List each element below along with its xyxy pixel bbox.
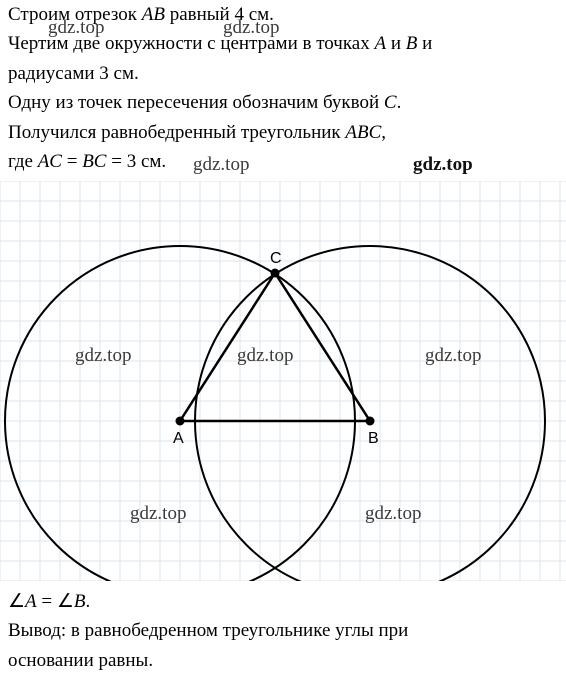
l2a: Чертим две окружности с центрами в точка… [8,33,374,54]
svg-text:gdz.top: gdz.top [425,345,481,366]
l4c: . [397,92,402,113]
l6a: где [8,151,38,172]
l6c: = [62,151,82,172]
svg-text:gdz.top: gdz.top [365,503,421,524]
grid-lines [0,181,566,581]
l6e: = 3 см. [106,151,166,172]
footer-line-2: Вывод: в равнобедренном треугольнике угл… [8,616,558,645]
diagram-area: A B C gdz.top gdz.top gdz.top gdz.top gdz.top [0,181,566,581]
l1c: равный 4 см. [165,4,274,25]
l1b: AB [142,4,165,25]
line-4: Одну из точек пересечения обозначим букв… [8,88,558,117]
l5b: ABC [345,122,381,143]
shapes [5,246,545,581]
l2b: A [374,33,386,54]
l5c: , [381,122,386,143]
line-1: Строим отрезок AB равный 4 см. gdz.top g… [8,0,558,29]
l4b: C [384,92,397,113]
l4a: Одну из точек пересечения обозначим букв… [8,92,384,113]
footer-line-1: ∠A = ∠B. [8,587,558,616]
l5a: Получился равнобедренный треугольник [8,122,345,143]
footer-line-3: основании равны. [8,646,558,675]
diagram-svg: A B C gdz.top gdz.top gdz.top gdz.top gdz.top [0,181,566,581]
wm-inline-1: gdz.top [193,150,249,179]
line-2: Чертим две окружности с центрами в точка… [8,29,558,58]
l2c: и [386,33,406,54]
l6d: BC [82,151,106,172]
footer-text: ∠A = ∠B. Вывод: в равнобедренном треугол… [0,587,566,675]
l2e: и [417,33,432,54]
f1d: B [74,591,86,612]
wm-inline-2: gdz.top [413,150,473,179]
l1a: Строим отрезок [8,4,142,25]
line-5: Получился равнобедренный треугольник ABC… [8,118,558,147]
l2d: B [406,33,418,54]
svg-text:B: B [368,430,379,447]
f1a: ∠ [8,591,25,612]
problem-text: Строим отрезок AB равный 4 см. gdz.top g… [0,0,566,177]
svg-text:C: C [270,250,282,267]
line-3: радиусами 3 см. [8,59,558,88]
l6b: AC [38,151,62,172]
line-6: где AC = BC = 3 см. gdz.top gdz.top [8,147,558,176]
f1e: . [86,591,91,612]
svg-text:gdz.top: gdz.top [130,503,186,524]
f1c: = ∠ [37,591,74,612]
svg-text:gdz.top: gdz.top [75,345,131,366]
f1b: A [25,591,37,612]
svg-text:A: A [173,430,184,447]
svg-text:gdz.top: gdz.top [237,345,293,366]
